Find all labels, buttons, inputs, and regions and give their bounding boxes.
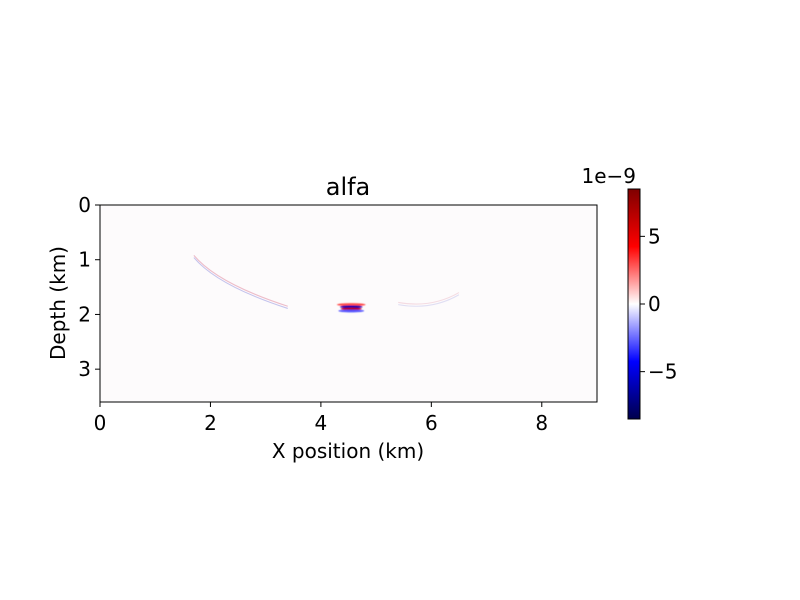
anomaly-blob-negative-bottom (338, 309, 365, 313)
x-tick-label: 4 (315, 411, 328, 435)
colorbar-tick-label: 0 (648, 292, 661, 316)
y-tick-label: 2 (78, 302, 91, 326)
x-tick-label: 2 (204, 411, 217, 435)
y-tick-label: 0 (78, 193, 91, 217)
chart-title: alfa (326, 173, 371, 201)
y-axis-label: Depth (km) (46, 246, 70, 360)
plot-frame (99, 204, 598, 403)
reflection-arc-negative (398, 294, 460, 307)
y-tick-label: 3 (78, 357, 91, 381)
colorbar-tick-label: 5 (648, 224, 661, 248)
x-tick-label: 0 (94, 411, 107, 435)
anomaly-blob-positive-top (336, 303, 366, 307)
x-tick-label: 6 (425, 411, 438, 435)
reflection-arc (398, 292, 460, 307)
seismic-image (193, 254, 460, 313)
colorbar-offset-label: 1e−9 (581, 164, 636, 188)
x-axis-label: X position (km) (272, 439, 424, 463)
anomaly-blob (336, 303, 366, 313)
colorbar-tick-label: −5 (648, 360, 677, 384)
y-axis: 0 1 2 3 (78, 193, 100, 381)
reflection-arc-positive (398, 292, 460, 305)
y-tick-label: 1 (78, 248, 91, 272)
x-axis: 0 2 4 6 8 (94, 402, 548, 435)
reflection-arc (193, 254, 288, 309)
colorbar-axis: −5 0 5 (640, 224, 677, 384)
anomaly-blob-negative (339, 305, 363, 309)
anomaly-blob-positive (340, 307, 362, 311)
x-tick-label: 8 (535, 411, 548, 435)
reflection-arc-positive (193, 254, 288, 307)
reflection-arc-negative (193, 257, 288, 309)
colorbar (627, 188, 641, 420)
